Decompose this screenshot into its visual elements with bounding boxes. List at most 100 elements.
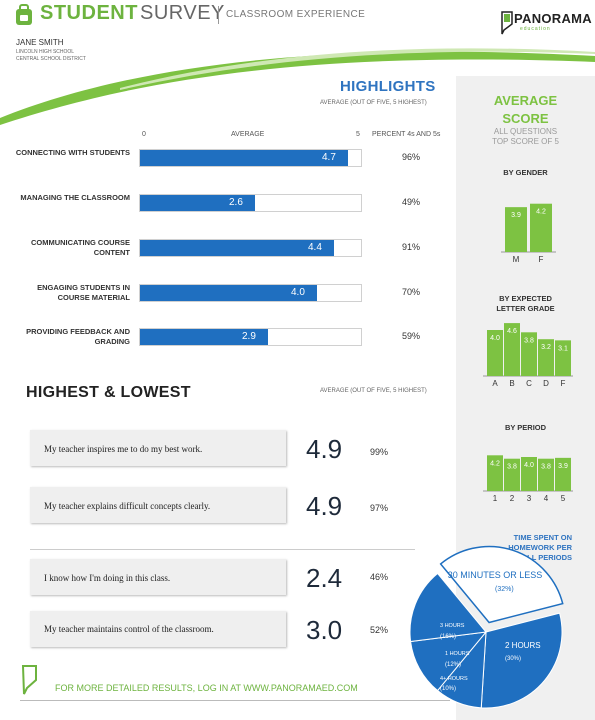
- average-score-title: AVERAGE SCORE: [493, 93, 558, 126]
- category-tick-label: M: [513, 255, 520, 264]
- bar-value-label: 3.2: [541, 344, 551, 351]
- school-name: LINCOLN HIGH SCHOOL: [16, 49, 75, 55]
- statement-percent: 46%: [370, 572, 389, 582]
- bar: [530, 203, 552, 252]
- bar-track: 2.6: [139, 194, 362, 212]
- statement-card: [30, 430, 286, 466]
- category-tick-label: 2: [510, 494, 515, 503]
- statement-percent: 97%: [370, 503, 389, 513]
- bar-value-label: 4.0: [490, 335, 500, 342]
- bar: [504, 458, 520, 491]
- average-score-subtitle: ALL QUESTIONS TOP SCORE OF 5: [492, 127, 559, 146]
- bar-value-label: 3.1: [558, 345, 568, 352]
- bar: [504, 323, 520, 376]
- percent-value: 96%: [402, 152, 421, 162]
- statement-score: 2.4: [306, 563, 343, 593]
- percent-value: 91%: [402, 242, 421, 252]
- bar-value-label: 4.2: [536, 209, 546, 216]
- axis-min-label: 0: [142, 131, 146, 138]
- highest-lowest-title: HIGHEST & LOWEST: [26, 384, 191, 401]
- statement-card: [30, 611, 286, 647]
- bar: [487, 330, 503, 376]
- statement-text: My teacher inspires me to do my best wor…: [44, 444, 203, 454]
- pie-slice-percent: (12%): [445, 662, 461, 668]
- percent-header: PERCENT 4s AND 5s: [372, 131, 441, 138]
- bar: 4.0: [140, 285, 317, 301]
- title-divider: [218, 6, 219, 24]
- highlights-title: HIGHLIGHTS: [340, 78, 436, 95]
- logo-text: PANORAMA: [514, 11, 592, 26]
- bar: [521, 457, 537, 491]
- pie-slice-label: 30 MINUTES OR LESS: [448, 570, 543, 580]
- percent-value: 70%: [402, 287, 421, 297]
- bar: [538, 339, 554, 376]
- category-tick-label: C: [526, 379, 532, 388]
- bar-value-label: 2.6: [229, 197, 243, 208]
- category-tick-label: F: [561, 379, 566, 388]
- bar: [487, 455, 503, 491]
- panorama-footer-icon: [21, 665, 37, 695]
- bar: 2.6: [140, 195, 255, 211]
- category-label: MANAGING THE CLASSROOM: [20, 193, 130, 202]
- bar-track: 4.4: [139, 239, 362, 257]
- bar-value-label: 3.9: [558, 463, 568, 470]
- district-name: CENTRAL SCHOOL DISTRICT: [16, 56, 86, 62]
- footer-link-text: FOR MORE DETAILED RESULTS, LOG IN AT WWW…: [55, 683, 358, 693]
- by-gender-label: BY GENDER: [503, 168, 548, 177]
- bar: [538, 458, 554, 491]
- section-divider: [30, 549, 415, 550]
- statement-score: 4.9: [306, 491, 343, 521]
- pie-slice: [409, 572, 487, 643]
- category-label: ENGAGING STUDENTS IN COURSE MATERIAL: [37, 283, 130, 302]
- pie-slice: [439, 545, 564, 624]
- statement-text: My teacher maintains control of the clas…: [44, 624, 214, 634]
- axis-max-label: 5: [356, 131, 360, 138]
- bar-value-label: 4.4: [308, 242, 322, 253]
- bar: 4.4: [140, 240, 334, 256]
- title-student: STUDENT: [40, 2, 138, 24]
- bar-value-label: 3.8: [507, 464, 517, 471]
- bar-track: 4.0: [139, 284, 362, 302]
- pie-slice-percent: (10%): [440, 686, 456, 692]
- category-tick-label: A: [492, 379, 498, 388]
- student-name: JANE SMITH: [16, 38, 64, 47]
- title-subtitle: CLASSROOM EXPERIENCE: [226, 9, 366, 20]
- category-tick-label: 5: [561, 494, 566, 503]
- category-label: CONNECTING WITH STUDENTS: [15, 148, 130, 157]
- statement-text: I know how I'm doing in this class.: [44, 573, 171, 583]
- category-tick-label: B: [509, 379, 514, 388]
- category-label: PROVIDING FEEDBACK AND GRADING: [26, 327, 130, 346]
- pie-slice-label: 2 HOURS: [505, 641, 541, 650]
- pie-slice-label: 3 HOURS: [440, 623, 465, 629]
- percent-value: 49%: [402, 197, 421, 207]
- bar: 2.9: [140, 329, 268, 345]
- pie-slice-label: 4+ HOURS: [440, 676, 468, 682]
- bar-track: 2.9: [139, 328, 362, 346]
- bar-value-label: 4.0: [291, 287, 305, 298]
- panorama-logo-icon: [501, 11, 513, 35]
- axis-title-label: AVERAGE: [231, 131, 265, 138]
- bar-value-label: 4.7: [322, 152, 336, 163]
- pie-slice-percent: (30%): [505, 656, 521, 662]
- bar-value-label: 3.8: [524, 337, 534, 344]
- category-tick-label: 4: [544, 494, 549, 503]
- by-period-label: BY PERIOD: [504, 423, 547, 432]
- bar-value-label: 4.6: [507, 328, 517, 335]
- pie-slice: [480, 612, 563, 709]
- highest-lowest-subtitle: AVERAGE (OUT OF FIVE, 5 HIGHEST): [320, 388, 427, 394]
- statement-text: My teacher explains difficult concepts c…: [44, 501, 211, 511]
- bar-value-label: 3.8: [541, 464, 551, 471]
- pie-slice-percent: (32%): [495, 586, 514, 593]
- footer-divider: [20, 700, 450, 701]
- bar-value-label: 4.0: [524, 462, 534, 469]
- by-grade-label: BY EXPECTED LETTER GRADE: [496, 294, 555, 313]
- bar: [521, 332, 537, 376]
- backpack-icon: [16, 4, 32, 25]
- statement-percent: 99%: [370, 447, 389, 457]
- header-swoosh: [0, 48, 595, 125]
- statement-card: [30, 487, 286, 523]
- category-tick-label: 1: [493, 494, 498, 503]
- category-tick-label: F: [539, 255, 544, 264]
- percent-value: 59%: [402, 331, 421, 341]
